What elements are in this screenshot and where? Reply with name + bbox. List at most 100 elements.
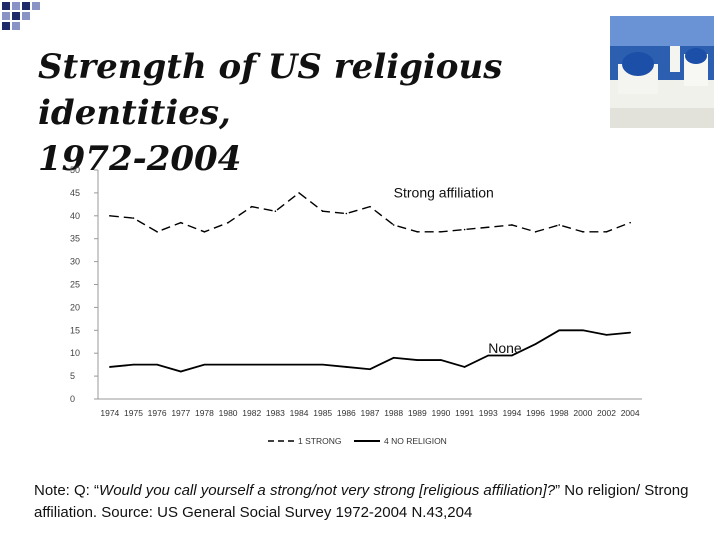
x-tick-label: 1988 [384,408,403,418]
x-tick-label: 1982 [242,408,261,418]
decor-square [12,12,20,20]
x-tick-label: 1996 [526,408,545,418]
data-point [463,366,466,368]
y-tick-label: 10 [70,348,80,358]
decor-square [2,2,10,10]
data-point [250,363,253,366]
title-line-2: 1972-2004 [38,139,242,179]
x-tick-label: 1990 [431,408,450,418]
data-point [109,366,111,368]
data-point [298,192,300,194]
data-point [463,228,466,231]
decor-square [12,2,20,10]
x-tick-label: 2004 [621,408,640,418]
y-tick-label: 15 [70,325,80,335]
legend-label: 1 STRONG [298,436,341,446]
santorini-church-photo [610,16,714,128]
data-point [369,205,371,208]
chart-annotation: Strong affiliation [394,184,494,200]
legend-label: 4 NO RELIGION [384,436,447,446]
data-point [345,366,348,368]
x-tick-label: 1985 [313,408,332,418]
data-point [203,231,206,233]
decor-square [12,22,20,30]
decor-square [22,2,30,10]
data-point [298,363,300,366]
data-point [156,231,158,233]
y-tick-label: 5 [70,371,75,381]
data-point [487,226,490,229]
data-point [629,331,631,334]
decor-square [2,22,10,30]
x-tick-label: 1978 [195,408,214,418]
data-point [156,363,158,366]
x-tick-label: 2002 [597,408,616,418]
note-suffix: ” No religion/ Strong affiliation. Sourc… [34,482,689,521]
data-point [274,363,277,366]
note-prefix: Note: Q: “ [34,482,100,499]
y-tick-label: 50 [70,165,80,175]
data-point [345,212,348,215]
y-tick-label: 40 [70,211,80,221]
title-line-1: Strength of US religious identities, [38,47,503,133]
slide-title: Strength of US religious identities, 197… [38,44,638,182]
y-tick-label: 30 [70,257,80,267]
data-point [392,356,395,359]
data-point [416,359,419,361]
x-tick-label: 1986 [337,408,356,418]
data-point [321,210,324,213]
x-tick-label: 2000 [573,408,592,418]
y-tick-label: 20 [70,302,80,312]
line-chart: 0 5 10 15 20 25 30 35 40 45 50 1974 1975 1976 1977 1978… [70,165,642,446]
x-tick-label: 1987 [361,408,380,418]
data-point [250,205,253,208]
x-tick-label: 1980 [219,408,238,418]
data-point [487,354,490,357]
x-tick-label: 1976 [148,408,167,418]
data-point [534,343,537,345]
data-point [227,221,229,224]
y-tick-label: 35 [70,234,80,244]
data-point [274,210,277,213]
x-tick-label: 1993 [479,408,498,418]
x-tick-label: 1994 [502,408,521,418]
data-point [440,359,442,361]
chart-annotation: None [488,340,522,356]
x-tick-label: 1983 [266,408,285,418]
x-tick-label: 1989 [408,408,427,418]
decor-square [2,12,10,20]
data-point [369,368,371,371]
data-point [392,224,395,226]
data-point [558,329,561,332]
x-tick-label: 1991 [455,408,474,418]
x-tick-label: 1977 [171,408,190,418]
data-point [629,221,631,224]
y-tick-label: 25 [70,280,80,290]
data-point [534,231,537,233]
data-point [203,363,206,366]
data-point [132,217,135,219]
data-point [109,215,111,217]
source-note: Note: Q: “Would you call yourself a stro… [34,480,700,524]
data-point [179,221,182,224]
series-line-1 [109,329,631,373]
data-point [511,354,513,357]
note-question: Would you call yourself a strong/not ver… [99,482,556,499]
x-tick-label: 1975 [124,408,143,418]
data-point [511,224,513,226]
data-point [582,329,584,332]
y-tick-label: 0 [70,394,75,404]
decor-square [32,2,40,10]
data-point [179,370,182,373]
data-point [582,231,584,233]
data-point [227,363,229,366]
x-tick-label: 1984 [290,408,309,418]
data-point [605,334,608,336]
data-point [132,363,135,366]
x-tick-label: 1974 [100,408,119,418]
data-point [416,231,419,233]
y-tick-label: 45 [70,188,80,198]
x-tick-label: 1998 [550,408,569,418]
data-point [440,231,442,233]
